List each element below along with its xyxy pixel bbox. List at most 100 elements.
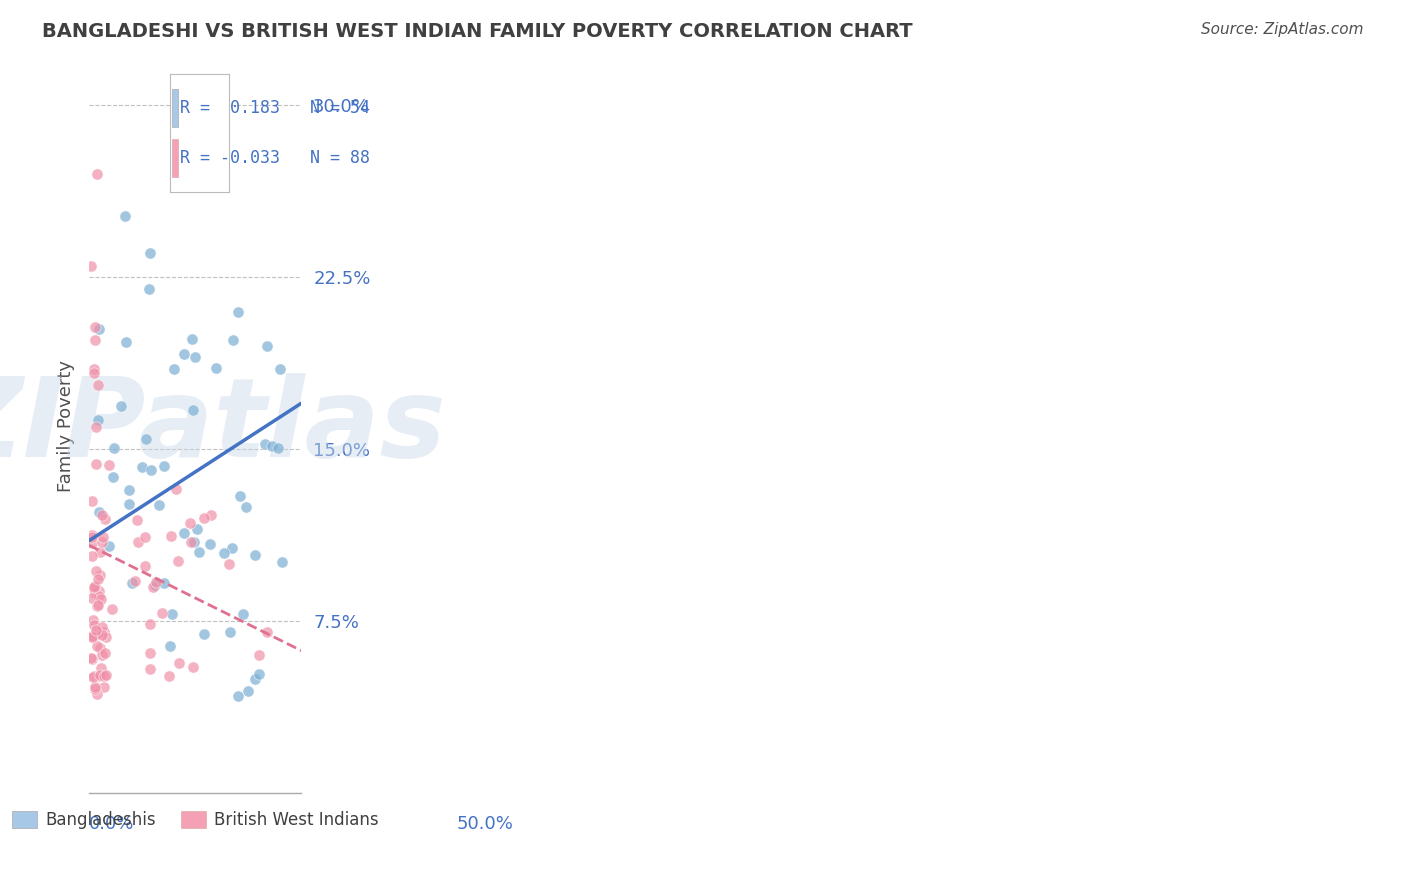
Point [256,339,278,353]
Point [80,591,103,605]
Point [84,680,107,694]
Point [83,578,105,592]
Point [84,623,107,637]
Point [84,333,107,347]
Point [135,432,157,446]
Point [186,522,208,536]
Point [90,661,112,675]
Point [167,554,190,568]
Point [127,535,149,549]
Point [221,541,243,556]
Point [90,591,112,606]
Point [83,362,105,376]
Point [118,497,141,511]
Point [193,627,215,641]
Text: BANGLADESHI VS BRITISH WEST INDIAN FAMILY POVERTY CORRELATION CHART: BANGLADESHI VS BRITISH WEST INDIAN FAMIL… [42,22,912,41]
Point [103,441,125,455]
Point [89,567,111,582]
Point [82,530,104,544]
Point [83,580,105,594]
Point [229,489,252,503]
Point [188,545,211,559]
Point [83,618,105,632]
Point [181,332,204,346]
Text: Source: ZipAtlas.com: Source: ZipAtlas.com [1201,22,1364,37]
Point [87,589,110,603]
Point [86,420,108,434]
Point [243,672,266,686]
Point [101,601,124,615]
Point [98,458,121,473]
Point [173,526,195,541]
Point [254,437,277,451]
Point [181,660,204,674]
Point [87,413,110,427]
Point [115,335,138,350]
Point [83,629,105,643]
Point [87,378,110,392]
Point [181,403,204,417]
Point [89,641,111,656]
Point [93,680,115,694]
Point [124,574,146,588]
Point [87,322,110,336]
Point [141,463,163,477]
Point [80,651,103,665]
Point [80,259,103,273]
Text: 0.0%: 0.0% [89,814,135,832]
Point [82,528,104,542]
Point [83,582,105,596]
Point [87,669,110,683]
Point [94,512,117,526]
Point [218,557,240,571]
Point [86,687,108,701]
Point [87,572,110,586]
Point [139,616,162,631]
Point [162,607,184,622]
Point [169,657,191,671]
Point [247,666,270,681]
Point [90,627,112,641]
Point [91,530,114,544]
Point [173,347,195,361]
Point [200,508,222,523]
Point [80,536,103,550]
Point [80,630,103,644]
Point [93,625,115,640]
Point [89,545,111,559]
Point [82,494,104,508]
Point [256,625,278,640]
Point [153,458,176,473]
Point [86,598,108,612]
Point [83,681,105,696]
Point [153,576,176,591]
Point [159,639,181,653]
Point [142,580,165,594]
Point [235,500,257,515]
Point [86,457,108,471]
Point [247,648,270,663]
Point [269,362,291,376]
Point [266,441,288,455]
Point [87,626,110,640]
Point [110,399,132,413]
Point [80,549,103,564]
Point [87,506,110,520]
Point [82,613,104,627]
Point [121,575,143,590]
Point [80,629,103,643]
Point [127,513,149,527]
Point [143,578,166,592]
Point [148,499,170,513]
Point [91,508,114,522]
Point [90,620,112,634]
Point [183,535,205,549]
Point [94,630,117,644]
Point [138,282,160,296]
Point [93,646,115,660]
Point [226,304,249,318]
Point [134,530,156,544]
Point [87,583,110,598]
Point [86,167,108,181]
Point [131,459,153,474]
